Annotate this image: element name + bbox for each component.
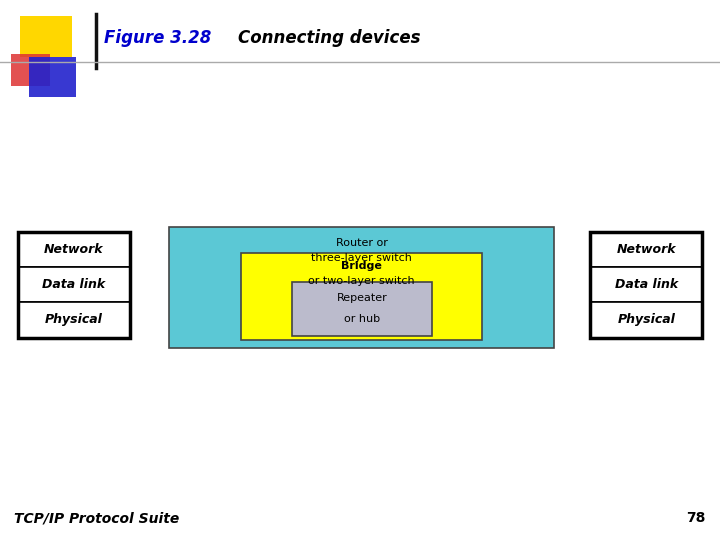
Text: Physical: Physical	[617, 313, 675, 327]
Text: TCP/IP Protocol Suite: TCP/IP Protocol Suite	[14, 511, 180, 525]
Bar	[18, 302, 130, 338]
Text: Connecting devices: Connecting devices	[238, 29, 420, 47]
Bar	[18, 232, 130, 338]
Text: Bridge: Bridge	[341, 261, 382, 271]
Text: Data link: Data link	[42, 278, 105, 292]
Bar	[241, 253, 482, 340]
Bar	[590, 232, 702, 338]
Text: or hub: or hub	[343, 314, 380, 323]
Text: Physical: Physical	[45, 313, 103, 327]
Bar	[18, 232, 130, 267]
Bar	[590, 267, 702, 302]
Bar	[590, 232, 702, 267]
Text: Network: Network	[44, 243, 104, 256]
Bar	[20, 16, 72, 57]
Bar	[292, 282, 432, 336]
Text: Figure 3.28: Figure 3.28	[104, 29, 212, 47]
Text: Network: Network	[616, 243, 676, 256]
Bar	[169, 227, 554, 348]
Bar	[18, 267, 130, 302]
Bar	[590, 302, 702, 338]
Text: 78: 78	[686, 511, 706, 525]
Bar	[29, 57, 76, 97]
Text: or two-layer switch: or two-layer switch	[308, 276, 415, 286]
Bar	[11, 54, 50, 86]
Text: Router or: Router or	[336, 238, 388, 248]
Text: three-layer switch: three-layer switch	[311, 253, 413, 263]
Text: Repeater: Repeater	[336, 293, 387, 303]
Text: Data link: Data link	[615, 278, 678, 292]
